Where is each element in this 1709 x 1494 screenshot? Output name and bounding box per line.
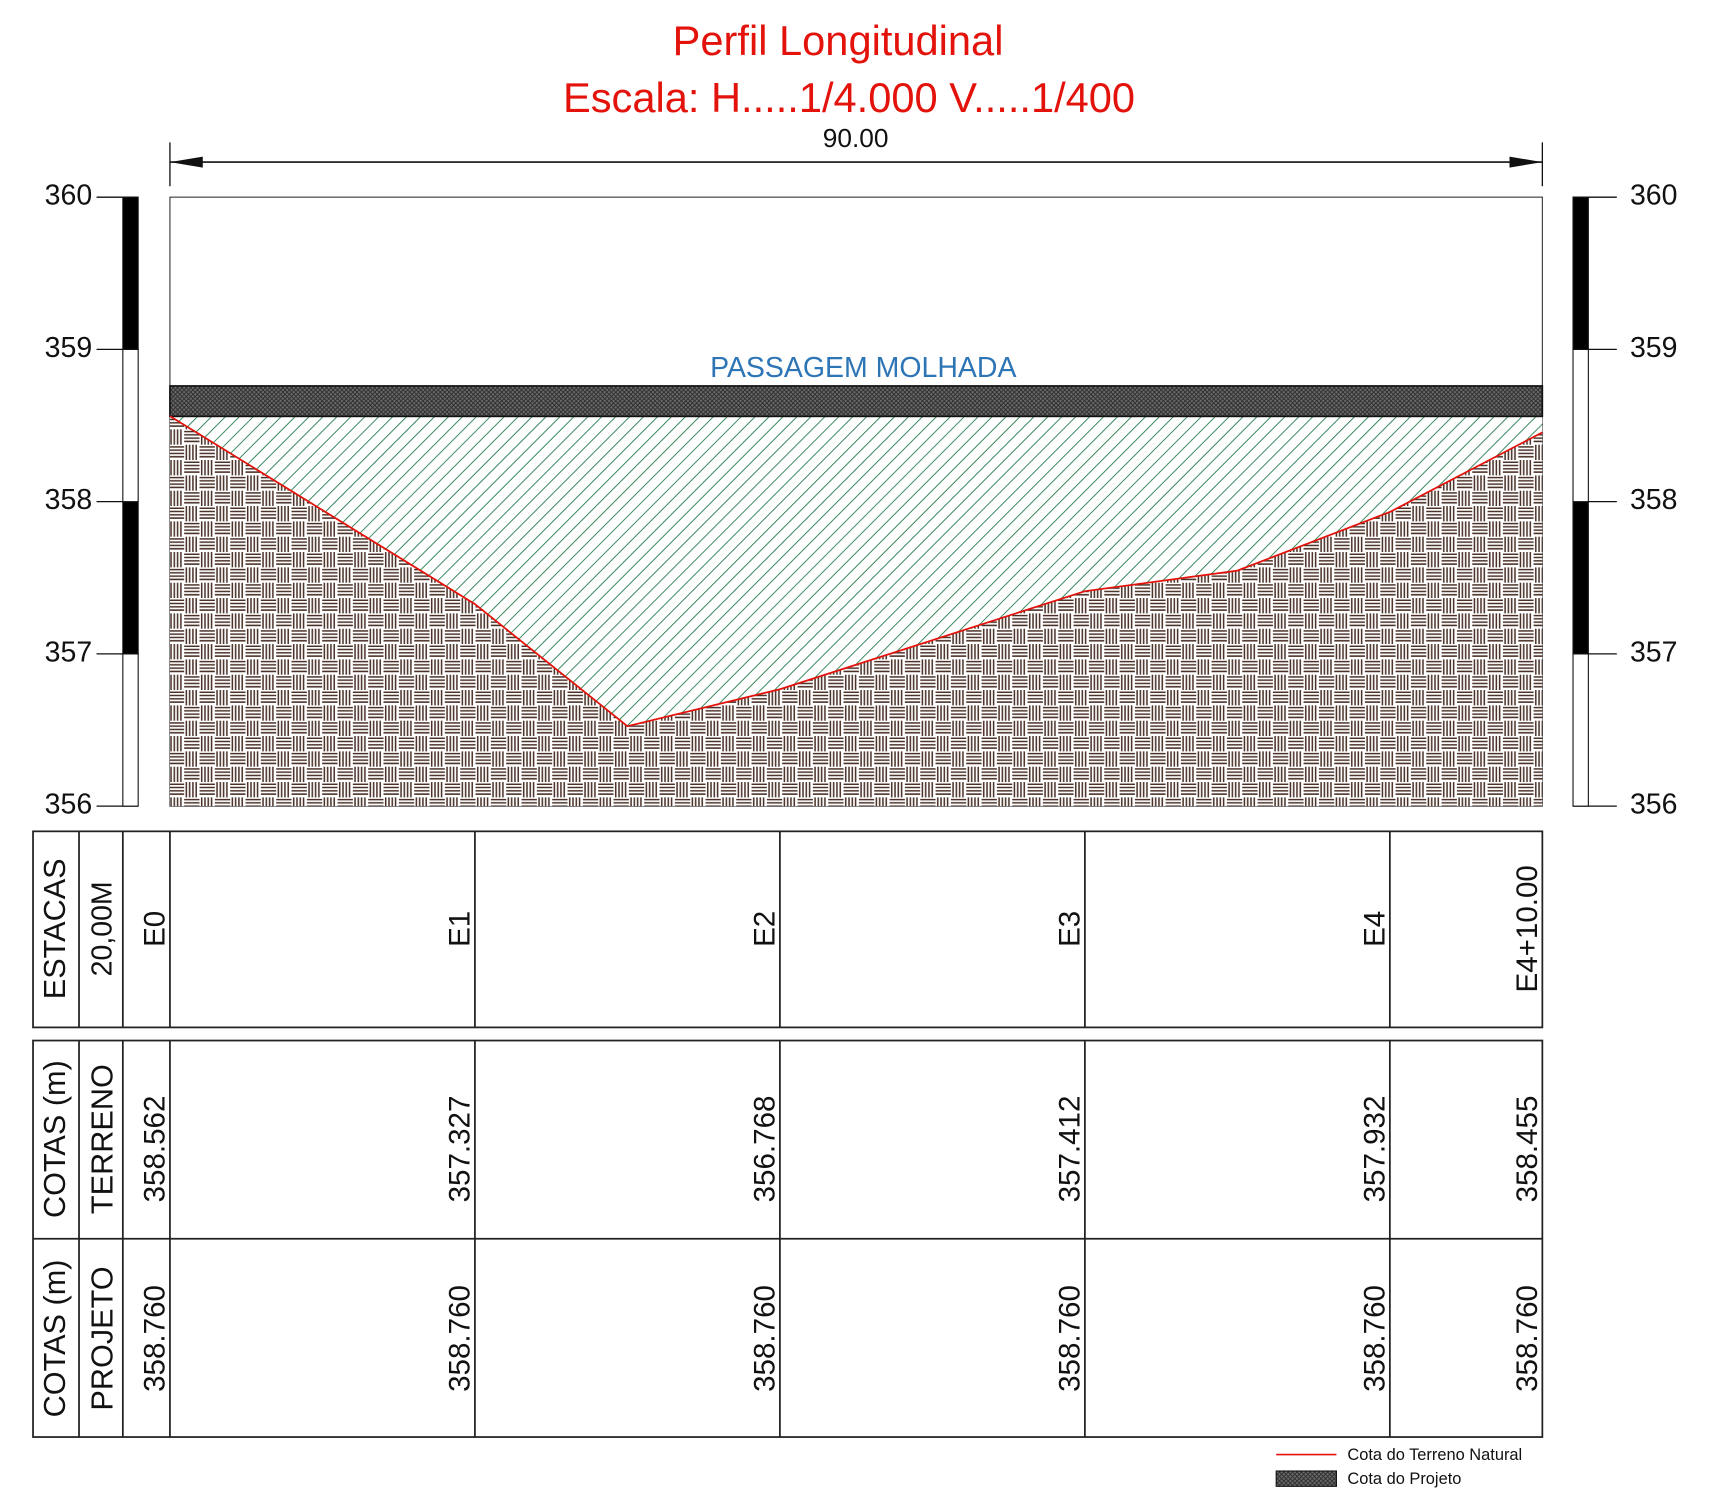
y-tick-label: 358: [1630, 484, 1678, 516]
scale-segment: [1572, 348, 1589, 503]
terrain-elevation: 358.455: [1511, 1096, 1544, 1203]
legend-project-swatch: [1275, 1470, 1337, 1487]
row-header: TERRENO: [85, 1064, 119, 1214]
terrain-elevation: 357.327: [444, 1096, 477, 1203]
station-label: E2: [749, 911, 782, 947]
project-elevation: 358.760: [1511, 1285, 1544, 1392]
station-label: E3: [1054, 911, 1087, 947]
y-tick-label: 358: [45, 484, 92, 516]
row-header: PROJETO: [85, 1266, 119, 1410]
subtitle: Escala: H.....1/4.000 V.....1/400: [563, 74, 1135, 121]
project-elevation: 358.760: [139, 1285, 172, 1392]
project-elevation: 358.760: [444, 1285, 477, 1392]
terrain-line: [169, 415, 1543, 728]
row-header: COTAS (m): [38, 1060, 72, 1218]
project-elevation: 358.760: [749, 1285, 782, 1392]
row-header: ESTACAS: [38, 858, 72, 999]
title: Perfil Longitudinal: [673, 17, 1004, 64]
soil-area: [169, 416, 1543, 807]
scale-segment: [122, 653, 139, 807]
y-tick-label: 359: [1630, 332, 1678, 364]
dimension-label: 90.00: [823, 123, 889, 153]
arrow-head: [169, 156, 203, 168]
y-tick-label: 359: [45, 332, 92, 364]
legend-label: Cota do Projeto: [1347, 1470, 1461, 1488]
terrain-elevation: 357.932: [1359, 1096, 1392, 1203]
station-label: E4: [1359, 911, 1392, 947]
row-header: 20,00M: [87, 881, 119, 976]
scale-segment: [122, 196, 139, 350]
scale-segment: [122, 501, 139, 655]
project-elevation: 358.760: [1359, 1285, 1392, 1392]
arrow-head: [1509, 156, 1543, 168]
y-tick-label: 357: [45, 636, 92, 668]
y-tick-label: 356: [45, 789, 92, 821]
plot: PASSAGEM MOLHADA 356 356 357 357 358 358 359 359…: [45, 142, 1678, 821]
station-label: E1: [444, 911, 477, 947]
scale-segment: [1572, 501, 1589, 655]
station-label: E0: [139, 911, 172, 947]
y-tick-label: 360: [1630, 180, 1678, 212]
y-tick-label: 360: [45, 180, 92, 212]
row-header: COTAS (m): [38, 1260, 72, 1418]
project-layer: [169, 385, 1544, 418]
stations-table: [32, 830, 1544, 1029]
legend-label: Cota do Terreno Natural: [1347, 1446, 1522, 1464]
fill-area: [169, 416, 1543, 727]
project-elevation: 358.760: [1054, 1285, 1087, 1392]
scale-segment: [1572, 653, 1589, 807]
structure-label: PASSAGEM MOLHADA: [710, 352, 1016, 384]
terrain-elevation: 358.562: [139, 1096, 172, 1203]
scale-segment: [122, 348, 139, 503]
terrain-elevation: 356.768: [749, 1096, 782, 1203]
legend: Cota do Terreno Natural Cota do Projeto: [1275, 1446, 1522, 1488]
terrain-elevation: 357.412: [1054, 1096, 1087, 1203]
scale-segment: [1572, 196, 1589, 350]
station-label: E4+10.00: [1511, 865, 1544, 992]
y-tick-label: 357: [1630, 636, 1678, 668]
y-tick-label: 356: [1630, 789, 1678, 821]
tables: ESTACAS 20,00M COTAS (m) TERRENO COTAS (m) PR…: [32, 830, 1544, 1438]
